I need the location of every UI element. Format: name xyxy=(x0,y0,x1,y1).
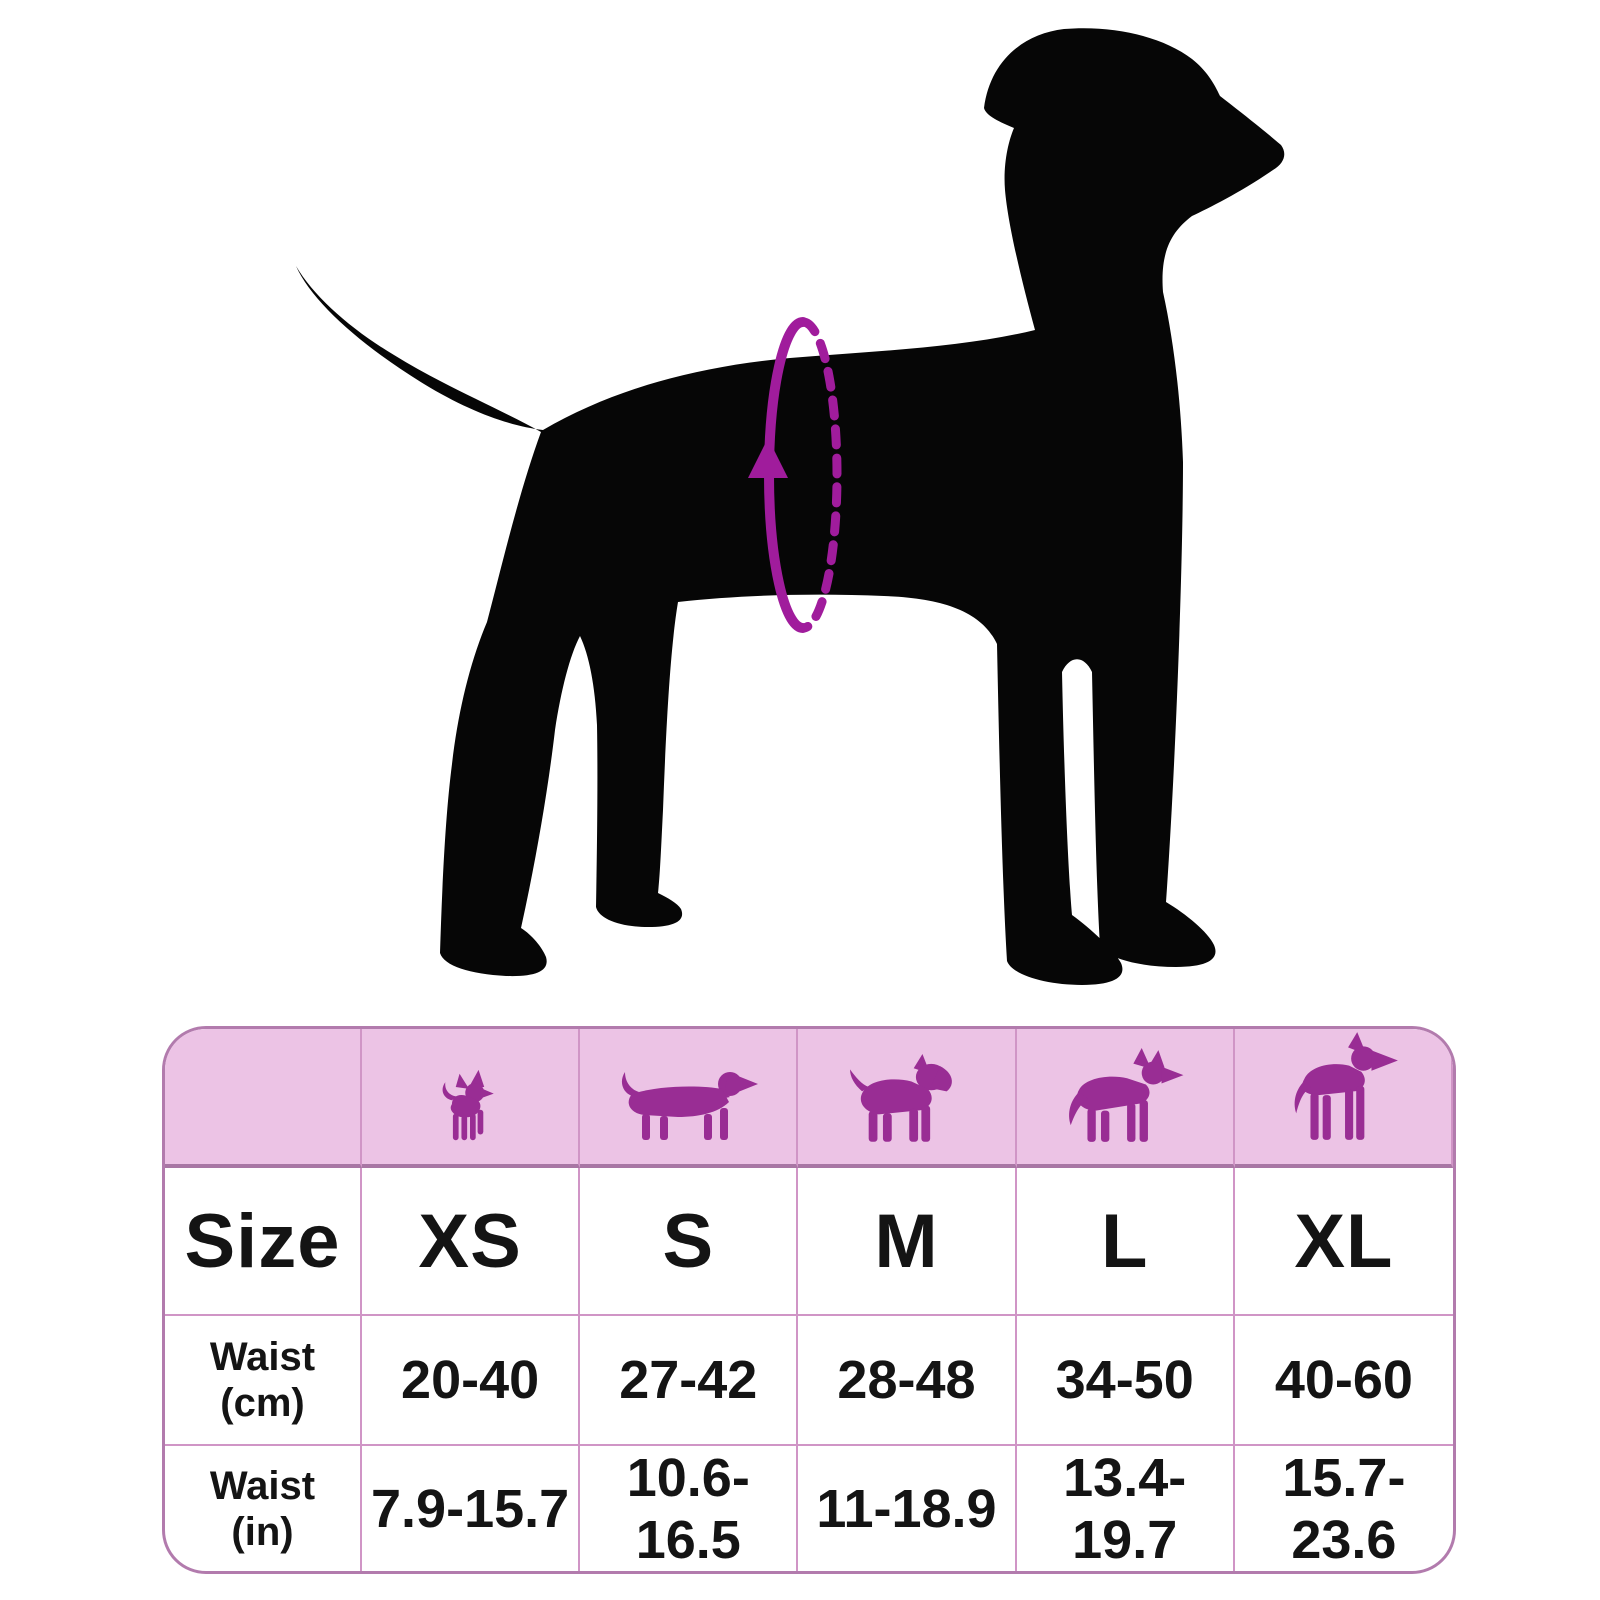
waist-cm-cell-s: 27-42 xyxy=(580,1316,799,1446)
measure-arrow-icon xyxy=(748,438,788,478)
waist-in-label-line2: (in) xyxy=(231,1509,294,1554)
size-table: Size XS S M L XL Waist (cm) 20-40 27-42 … xyxy=(162,1026,1456,1574)
waist-in-cell-s: 10.6-16.5 xyxy=(580,1446,799,1571)
dog-measurement-diagram xyxy=(296,28,1285,985)
size-cell-xs: XS xyxy=(362,1168,581,1316)
waist-in-cell-m: 11-18.9 xyxy=(798,1446,1017,1571)
waist-cm-cell-xl: 40-60 xyxy=(1234,1316,1453,1446)
size-col-header-s xyxy=(580,1029,799,1168)
waist-cm-label-line2: (cm) xyxy=(220,1381,305,1425)
size-col-header-m xyxy=(798,1029,1017,1168)
dog-side-silhouette-icon xyxy=(296,28,1285,985)
german-shepherd-icon xyxy=(1068,1048,1184,1142)
waist-cm-cell-xs: 20-40 xyxy=(362,1316,581,1446)
table-corner-cell xyxy=(165,1029,362,1168)
size-col-header-xs xyxy=(362,1029,581,1168)
waist-in-cell-xl: 15.7-23.6 xyxy=(1282,1447,1406,1570)
size-cell-xl: XL xyxy=(1234,1168,1453,1316)
chihuahua-icon xyxy=(442,1069,494,1141)
waist-cm-row-label: Waist (cm) xyxy=(165,1316,362,1446)
size-col-header-xl xyxy=(1234,1029,1453,1168)
size-cell-l: L xyxy=(1016,1168,1235,1316)
size-row-label: Size xyxy=(165,1168,362,1316)
size-cell-m: M xyxy=(798,1168,1017,1316)
waist-measurement-ellipse-icon xyxy=(748,317,842,633)
size-cell-s: S xyxy=(580,1168,799,1316)
measure-arc-dashed xyxy=(798,317,842,633)
waist-in-row-label: Waist (in) xyxy=(165,1446,362,1571)
great-dane-icon xyxy=(1294,1032,1398,1140)
dachshund-icon xyxy=(622,1072,759,1140)
size-row-label-text: Size xyxy=(184,1198,341,1284)
size-col-header-l xyxy=(1016,1029,1235,1168)
waist-cm-cell-m: 28-48 xyxy=(798,1316,1017,1446)
waist-in-cell-xs: 7.9-15.7 xyxy=(362,1446,581,1571)
bull-terrier-icon xyxy=(850,1054,953,1142)
waist-cm-label-line1: Waist xyxy=(209,1335,316,1379)
waist-cm-cell-l: 34-50 xyxy=(1016,1316,1235,1446)
waist-in-label-line1: Waist xyxy=(209,1463,316,1508)
waist-in-cell-l: 13.4-19.7 xyxy=(1017,1446,1235,1571)
